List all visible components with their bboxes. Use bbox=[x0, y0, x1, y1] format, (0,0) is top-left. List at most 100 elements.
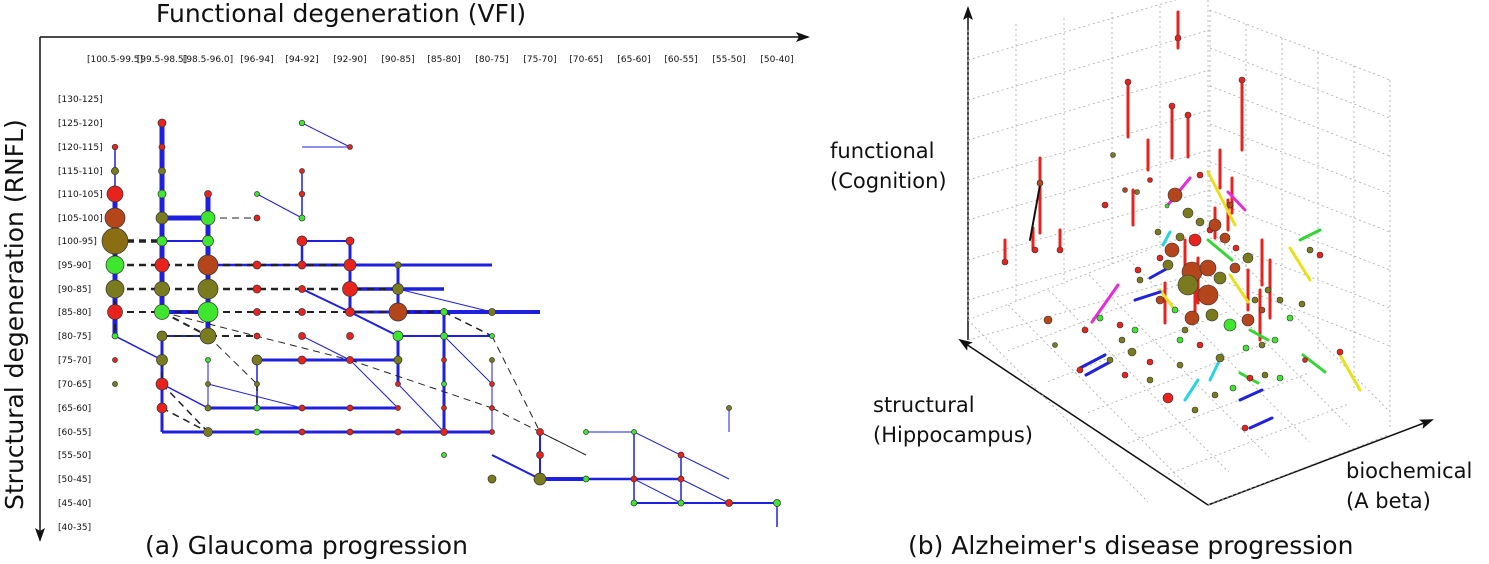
y-tick-label: [100-95] bbox=[58, 237, 97, 247]
edge-dashed bbox=[161, 311, 209, 337]
y-tick-label: [125-120] bbox=[58, 119, 103, 129]
state-sphere bbox=[1213, 271, 1227, 285]
x-tick-label: [50-40] bbox=[760, 55, 793, 65]
state-spheres bbox=[1001, 34, 1344, 432]
state-node bbox=[725, 499, 733, 507]
y-tick-label: [70-65] bbox=[58, 380, 91, 390]
state-sphere bbox=[1043, 315, 1053, 325]
state-node bbox=[394, 428, 402, 436]
state-node bbox=[346, 404, 354, 412]
state-sphere bbox=[1241, 313, 1255, 327]
grid-line bbox=[967, 29, 1211, 101]
trajectory-segment bbox=[1206, 170, 1237, 227]
y-tick-label: [90-85] bbox=[58, 285, 91, 295]
state-node bbox=[205, 381, 211, 387]
trajectory-segment bbox=[1248, 416, 1274, 430]
grid-line bbox=[1047, 311, 1229, 383]
edge-dashed bbox=[161, 407, 209, 433]
y-tick-label: [110-105] bbox=[58, 190, 103, 200]
grid-line bbox=[1008, 304, 1189, 488]
state-sphere bbox=[1124, 78, 1132, 86]
state-node bbox=[441, 381, 447, 387]
grid-line bbox=[1207, 434, 1389, 506]
y-tick-label: [60-55] bbox=[58, 428, 91, 438]
y-tick-label: [75-70] bbox=[58, 356, 91, 366]
state-sphere bbox=[1298, 300, 1306, 308]
x-tick-label: [55-50] bbox=[712, 55, 745, 65]
state-node bbox=[630, 475, 638, 483]
edge bbox=[161, 383, 209, 409]
state-node bbox=[112, 357, 118, 363]
x-tick-label: [99.5-98.5] bbox=[137, 55, 187, 65]
state-node bbox=[395, 405, 401, 411]
state-sphere bbox=[1223, 318, 1237, 332]
x-tick-labels: [100.5-99.5][99.5-98.5][98.5-96.0] [96-94… bbox=[87, 55, 794, 65]
label-structural: structural bbox=[873, 393, 975, 417]
grid-line bbox=[1209, 9, 1391, 81]
state-sphere bbox=[1174, 34, 1182, 42]
y-tick-label: [85-80] bbox=[58, 308, 91, 318]
biochemical-axis-arrow bbox=[1207, 419, 1434, 506]
state-node bbox=[253, 428, 261, 436]
state-node bbox=[298, 332, 306, 340]
grid-line bbox=[1209, 237, 1391, 309]
state-node bbox=[298, 404, 306, 412]
state-node bbox=[441, 357, 447, 363]
edge bbox=[633, 478, 682, 504]
grid-line bbox=[1127, 372, 1309, 444]
state-sphere bbox=[1164, 242, 1180, 258]
state-node bbox=[489, 405, 495, 411]
state-node bbox=[157, 118, 167, 128]
state-node bbox=[156, 354, 168, 366]
state-sphere bbox=[1205, 308, 1219, 322]
state-node bbox=[533, 472, 547, 486]
grid-line bbox=[967, 189, 1211, 261]
state-node bbox=[197, 278, 219, 300]
edge-dashed bbox=[349, 359, 493, 409]
grid-line bbox=[967, 229, 1211, 301]
grid-line bbox=[1209, 85, 1391, 157]
state-node bbox=[254, 191, 260, 197]
state-node bbox=[346, 332, 354, 340]
state-sphere bbox=[1147, 177, 1153, 183]
state-sphere bbox=[1076, 366, 1084, 374]
state-node bbox=[155, 377, 169, 391]
trajectory-segment bbox=[1084, 360, 1112, 377]
edge bbox=[301, 335, 351, 361]
y-tick-label: [105-100] bbox=[58, 214, 103, 224]
state-nodes bbox=[101, 118, 781, 507]
state-sphere bbox=[1136, 276, 1144, 284]
grid-line bbox=[1167, 403, 1349, 475]
trajectory-segment bbox=[1228, 273, 1250, 304]
x-axis-title: Functional degeneration (VFI) bbox=[156, 0, 526, 28]
grid-line bbox=[1209, 229, 1391, 413]
state-sphere bbox=[1036, 179, 1044, 187]
state-node bbox=[204, 404, 212, 412]
state-sphere bbox=[1251, 296, 1259, 304]
state-node bbox=[342, 281, 358, 297]
trajectory-segment bbox=[1238, 388, 1264, 402]
state-sphere bbox=[1134, 189, 1140, 195]
state-sphere bbox=[1276, 374, 1284, 382]
state-node bbox=[346, 356, 354, 364]
state-node bbox=[726, 405, 732, 411]
state-node bbox=[345, 236, 355, 246]
state-sphere bbox=[1134, 266, 1142, 274]
state-sphere bbox=[1188, 233, 1202, 247]
state-node bbox=[154, 281, 170, 297]
state-node bbox=[298, 428, 306, 436]
state-node bbox=[298, 285, 306, 293]
state-sphere bbox=[1199, 259, 1217, 277]
edge-dashed bbox=[491, 335, 541, 433]
y-tick-label: [50-45] bbox=[58, 475, 91, 485]
state-node bbox=[394, 261, 402, 269]
state-node bbox=[253, 332, 261, 340]
state-node bbox=[105, 279, 125, 299]
y-tick-label: [45-40] bbox=[58, 499, 91, 509]
state-node bbox=[297, 260, 307, 270]
grid-line bbox=[967, 149, 1211, 221]
state-node bbox=[112, 381, 118, 387]
state-node bbox=[440, 428, 448, 436]
state-sphere bbox=[1232, 244, 1240, 252]
grid-line bbox=[1209, 275, 1391, 347]
